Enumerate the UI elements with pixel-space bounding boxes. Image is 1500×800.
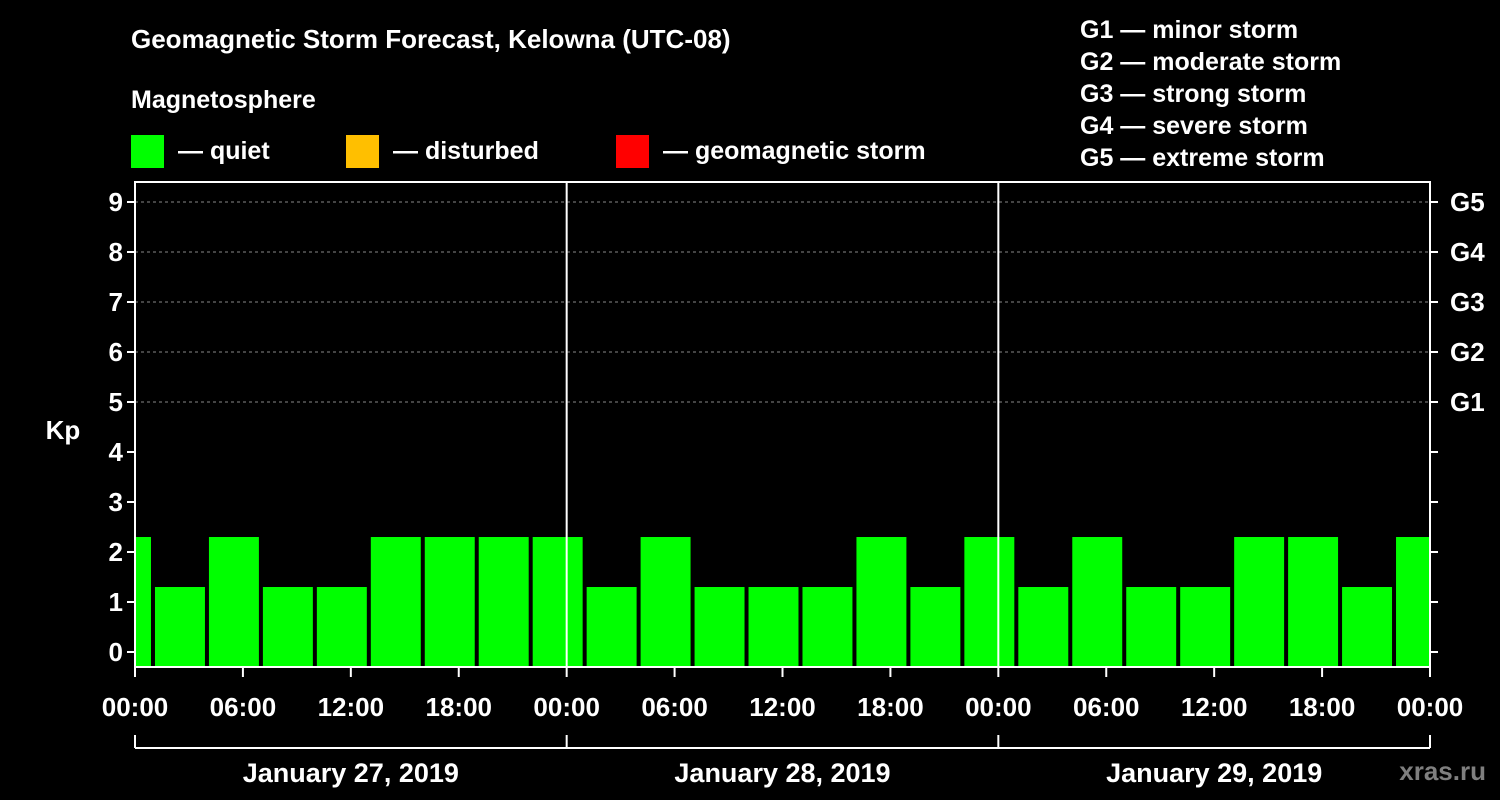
legend-label-disturbed: — disturbed <box>393 136 539 165</box>
storm-level-label: G4 <box>1450 237 1485 267</box>
y-tick-label: 7 <box>109 287 123 317</box>
chart-title: Geomagnetic Storm Forecast, Kelowna (UTC… <box>131 24 731 54</box>
x-tick-label: 06:00 <box>210 692 277 722</box>
kp-bars <box>135 537 1430 667</box>
y-tick-label: 5 <box>109 387 123 417</box>
watermark: xras.ru <box>1399 756 1486 786</box>
y-axis-title: Kp <box>46 415 81 445</box>
y-tick-label: 3 <box>109 487 123 517</box>
y-tick-label: 9 <box>109 187 123 217</box>
kp-bar <box>370 537 421 667</box>
y-tick-label: 4 <box>109 437 124 467</box>
x-tick-label: 18:00 <box>1289 692 1356 722</box>
legend-label-storm: — geomagnetic storm <box>663 136 926 165</box>
x-tick-label: 00:00 <box>102 692 169 722</box>
y-tick-label: 6 <box>109 337 123 367</box>
legend-swatch-disturbed <box>346 134 379 168</box>
kp-bar <box>964 537 1015 667</box>
storm-level-label: G5 <box>1450 187 1485 217</box>
storm-scale-legend: G1 — minor storm G2 — moderate storm G3 … <box>1080 14 1341 174</box>
x-tick-label: 12:00 <box>318 692 385 722</box>
kp-bar <box>640 537 691 667</box>
x-tick-label: 00:00 <box>533 692 600 722</box>
legend-storm: — geomagnetic storm <box>616 134 926 168</box>
kp-bar <box>1180 587 1231 667</box>
day-label: January 29, 2019 <box>1106 758 1322 788</box>
storm-level-label: G1 <box>1450 387 1485 417</box>
y-tick-label: 8 <box>109 237 123 267</box>
kp-bar <box>910 587 961 667</box>
storm-level-label: G2 <box>1450 337 1485 367</box>
legend-swatch-storm <box>616 134 649 168</box>
day-label: January 28, 2019 <box>674 758 890 788</box>
kp-bar <box>478 537 529 667</box>
kp-bar <box>1072 537 1123 667</box>
storm-scale-g4: G4 — severe storm <box>1080 112 1308 140</box>
y-tick-label: 1 <box>109 587 123 617</box>
legend-disturbed: — disturbed <box>346 134 539 168</box>
section-label: Magnetosphere <box>131 86 316 114</box>
kp-bar <box>532 537 583 667</box>
storm-level-label: G3 <box>1450 287 1485 317</box>
x-tick-label: 00:00 <box>1397 692 1464 722</box>
storm-scale-g2: G2 — moderate storm <box>1080 48 1342 76</box>
legend-label-quiet: — quiet <box>178 136 270 165</box>
legend-swatch-quiet <box>131 134 164 168</box>
x-tick-label: 18:00 <box>426 692 493 722</box>
kp-bar <box>1342 587 1393 667</box>
x-tick-label: 06:00 <box>1073 692 1140 722</box>
x-tick-label: 06:00 <box>641 692 708 722</box>
kp-bar <box>135 537 151 667</box>
storm-scale-g5: G5 — extreme storm <box>1080 144 1325 172</box>
kp-bar <box>208 537 259 667</box>
kp-bar <box>586 587 637 667</box>
kp-bar <box>316 587 367 667</box>
day-label: January 27, 2019 <box>243 758 459 788</box>
kp-bar <box>262 587 313 667</box>
kp-bar <box>1288 537 1339 667</box>
kp-bar <box>1018 587 1069 667</box>
kp-bar <box>748 587 799 667</box>
kp-bar <box>1126 587 1177 667</box>
kp-bar <box>856 537 907 667</box>
y-tick-label: 0 <box>109 637 123 667</box>
x-tick-label: 00:00 <box>965 692 1032 722</box>
y-tick-label: 2 <box>109 537 123 567</box>
kp-bar <box>694 587 745 667</box>
kp-bar <box>154 587 205 667</box>
kp-bar <box>1234 537 1285 667</box>
x-tick-label: 12:00 <box>1181 692 1248 722</box>
storm-scale-g3: G3 — strong storm <box>1080 80 1307 108</box>
legend-quiet: — quiet <box>131 134 270 168</box>
kp-bar <box>424 537 475 667</box>
x-tick-label: 12:00 <box>749 692 816 722</box>
kp-bar <box>802 587 853 667</box>
kp-bar <box>1396 537 1430 667</box>
storm-scale-g1: G1 — minor storm <box>1080 16 1299 44</box>
x-tick-label: 18:00 <box>857 692 924 722</box>
